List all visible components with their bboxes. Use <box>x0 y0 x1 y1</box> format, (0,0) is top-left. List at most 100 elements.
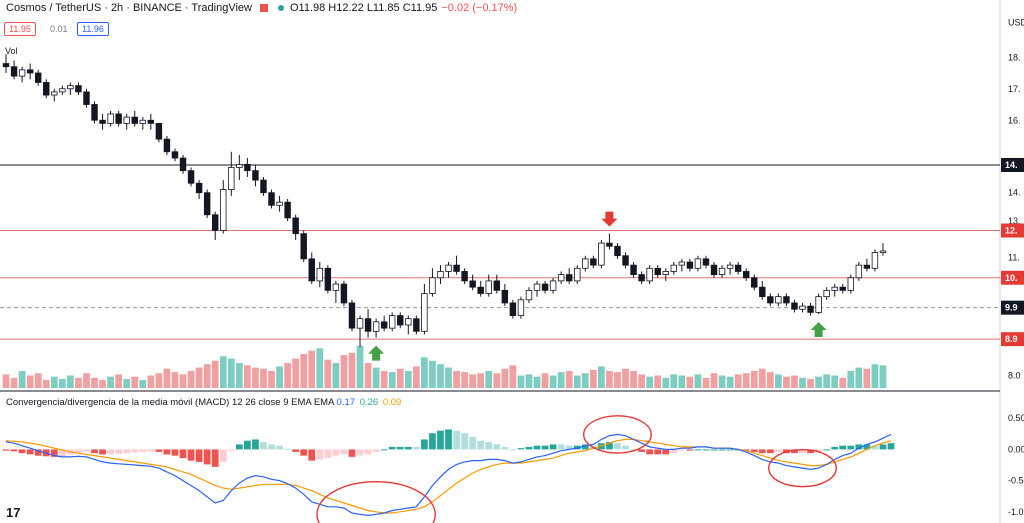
candle-body <box>43 82 50 96</box>
volume-bar <box>799 377 806 388</box>
macd-histogram-bar <box>26 449 34 455</box>
macd-histogram-bar <box>517 448 525 450</box>
candle-body <box>147 119 155 124</box>
macd-histogram-bar <box>227 449 235 451</box>
macd-histogram-bar <box>300 449 308 456</box>
macd-histogram-bar <box>815 449 822 452</box>
macd-circle-annotation <box>316 481 436 523</box>
volume-bar <box>614 372 621 388</box>
spread-value: 0.01 <box>45 22 73 36</box>
macd-histogram-bar <box>871 445 879 450</box>
volume-bar <box>380 370 388 388</box>
volume-bar <box>26 375 34 388</box>
volume-bar <box>863 368 871 388</box>
volume-bar <box>598 366 605 388</box>
macd-histogram-bar <box>646 449 654 455</box>
macd-circle-annotation <box>768 448 838 488</box>
candle-body <box>83 91 90 105</box>
macd-histogram-bar <box>50 449 58 457</box>
candle-body <box>646 267 653 282</box>
volume-bar <box>300 353 308 388</box>
symbol-title: Cosmos / TetherUS · 2h · BINANCE · Tradi… <box>6 2 252 14</box>
macd-histogram-bar <box>485 441 493 450</box>
volume-bar <box>541 373 549 388</box>
macd-axis-tick: 0.00 <box>1008 444 1024 454</box>
volume-bar <box>654 375 662 388</box>
candle-body <box>630 264 637 275</box>
candle-body <box>509 302 517 316</box>
tradingview-logo[interactable]: 17 <box>6 505 21 520</box>
macd-histogram-bar <box>469 436 477 450</box>
candle-body <box>91 104 98 121</box>
volume-bar <box>179 374 187 388</box>
macd-circle-annotation <box>582 415 652 454</box>
macd-histogram-bar <box>179 449 187 459</box>
volume-bar <box>573 375 581 388</box>
volume-bar <box>42 380 50 388</box>
candle-body <box>187 170 195 184</box>
macd-histogram-bar <box>348 449 356 457</box>
candle-body <box>815 296 822 313</box>
histogram-value: 0.09 <box>382 397 402 408</box>
volume-bar <box>678 375 686 388</box>
macd-histogram-bar <box>219 449 227 462</box>
volume-label: Vol <box>5 46 18 56</box>
candle-body <box>863 264 871 269</box>
candle-body <box>606 242 613 247</box>
volume-bar <box>340 355 348 388</box>
candle-body <box>726 264 734 269</box>
candle-body <box>759 286 766 298</box>
candle-body <box>67 85 74 90</box>
volume-bar <box>396 368 404 388</box>
candle-body <box>26 69 34 74</box>
macd-histogram-bar <box>581 444 589 450</box>
macd-histogram-bar <box>324 449 332 459</box>
buy-arrow-icon <box>368 345 385 361</box>
volume-bar <box>589 369 597 388</box>
volume-bar <box>2 374 10 388</box>
volume-bar <box>694 374 702 388</box>
candle-body <box>292 217 299 235</box>
macd-histogram-bar <box>203 449 211 465</box>
macd-histogram-bar <box>726 449 734 451</box>
macd-histogram-bar <box>670 449 678 454</box>
volume-bar <box>372 367 380 388</box>
candle-body <box>107 113 114 124</box>
volume-bar <box>718 375 726 388</box>
macd-histogram-bar <box>195 449 203 462</box>
volume-bar <box>517 375 525 388</box>
alert-icon[interactable] <box>259 4 268 12</box>
price-tag-label: 9.9 <box>1005 303 1018 313</box>
volume-bar <box>477 373 485 388</box>
macd-histogram-bar <box>678 449 686 451</box>
candle-body <box>131 116 138 124</box>
candle-body <box>694 258 702 269</box>
candle-body <box>871 252 879 269</box>
macd-histogram-bar <box>533 445 541 450</box>
macd-histogram-bar <box>139 449 147 452</box>
volume-bar <box>453 370 460 388</box>
sell-price-button[interactable]: 11.95 <box>4 22 36 36</box>
volume-bar <box>670 374 678 388</box>
candle-body <box>485 280 492 294</box>
candle-body <box>469 280 476 288</box>
sell-arrow-icon <box>601 211 618 227</box>
volume-bar <box>662 377 670 388</box>
candle-body <box>10 66 18 77</box>
candle-body <box>590 258 597 266</box>
price-axis-tick: 11. <box>1008 252 1020 262</box>
buy-price-button[interactable]: 11.96 <box>77 22 109 36</box>
candle-body <box>662 271 669 276</box>
candle-body <box>203 192 211 216</box>
candle-body <box>34 72 42 83</box>
macd-histogram-bar <box>887 443 895 450</box>
macd-histogram-bar <box>364 449 372 455</box>
candle-body <box>702 258 710 266</box>
volume-bar <box>461 372 468 388</box>
candle-body <box>799 305 806 310</box>
macd-histogram-bar <box>163 449 171 455</box>
change-readout: −0.02 (−0.17%) <box>441 2 518 14</box>
volume-bar <box>726 376 734 388</box>
macd-histogram-bar <box>252 439 259 450</box>
